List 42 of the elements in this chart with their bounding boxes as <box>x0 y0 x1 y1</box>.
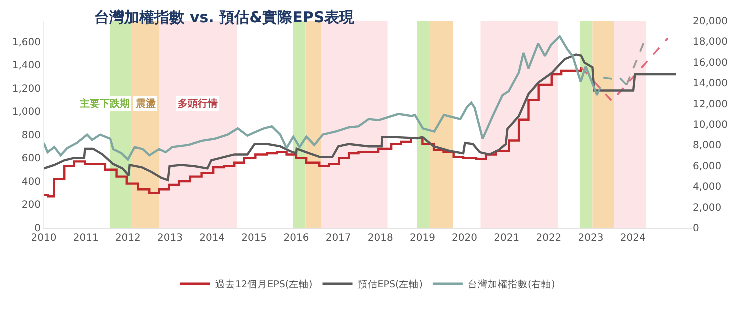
y-tick-label: 1,400 <box>12 60 41 72</box>
y-tick-label: 1,200 <box>12 84 41 95</box>
x-tick-label: 2013 <box>158 233 183 244</box>
x-tick-label: 2023 <box>578 233 604 244</box>
band-label: 主要下跌期 <box>79 98 130 110</box>
band-label: 震盪 <box>135 98 156 110</box>
y-tick-label: 600 <box>22 154 41 165</box>
x-tick-label: 2010 <box>31 233 57 244</box>
y2-tick-label: 14,000 <box>693 78 728 90</box>
legend-label: 過去12個月EPS(左軸) <box>216 278 313 291</box>
x-tick-label: 2024 <box>620 233 646 244</box>
y2-tick-label: 18,000 <box>693 37 728 48</box>
y2-tick-label: 2,000 <box>693 202 722 214</box>
y-tick-label: 1,600 <box>12 37 41 48</box>
y2-tick-label: 4,000 <box>693 182 722 194</box>
y2-tick-label: 6,000 <box>693 161 722 172</box>
y2-tick-label: 0 <box>693 224 700 234</box>
y-tick-label: 400 <box>22 176 41 188</box>
x-tick-label: 2022 <box>536 233 562 244</box>
y2-tick-label: 10,000 <box>693 120 728 131</box>
x-tick-label: 2011 <box>73 233 99 244</box>
x-tick-label: 2012 <box>115 233 141 244</box>
x-tick-label: 2016 <box>284 233 310 244</box>
x-tick-label: 2020 <box>452 233 478 244</box>
band-label: 多頭行情 <box>178 98 218 110</box>
legend-label: 預估EPS(左軸) <box>358 278 423 291</box>
x-tick-label: 2018 <box>368 233 394 244</box>
y-tick-label: 0 <box>34 224 41 234</box>
x-tick-label: 2019 <box>410 233 436 244</box>
legend-label: 台灣加權指數(右軸) <box>468 278 556 291</box>
y-tick-label: 1,000 <box>12 107 41 118</box>
chart-title: 台灣加權指數 vs. 預估&實際EPS表現 <box>94 8 356 26</box>
x-tick-label: 2021 <box>494 233 520 244</box>
y2-tick-label: 16,000 <box>693 58 728 69</box>
x-tick-label: 2017 <box>326 233 352 244</box>
y2-tick-label: 12,000 <box>693 99 728 110</box>
y2-tick-label: 8,000 <box>693 140 722 152</box>
y-tick-label: 800 <box>22 130 41 142</box>
x-tick-label: 2014 <box>200 233 226 244</box>
y-tick-label: 200 <box>22 200 41 212</box>
x-tick-label: 2015 <box>242 233 268 244</box>
y2-tick-label: 20,000 <box>693 16 728 28</box>
